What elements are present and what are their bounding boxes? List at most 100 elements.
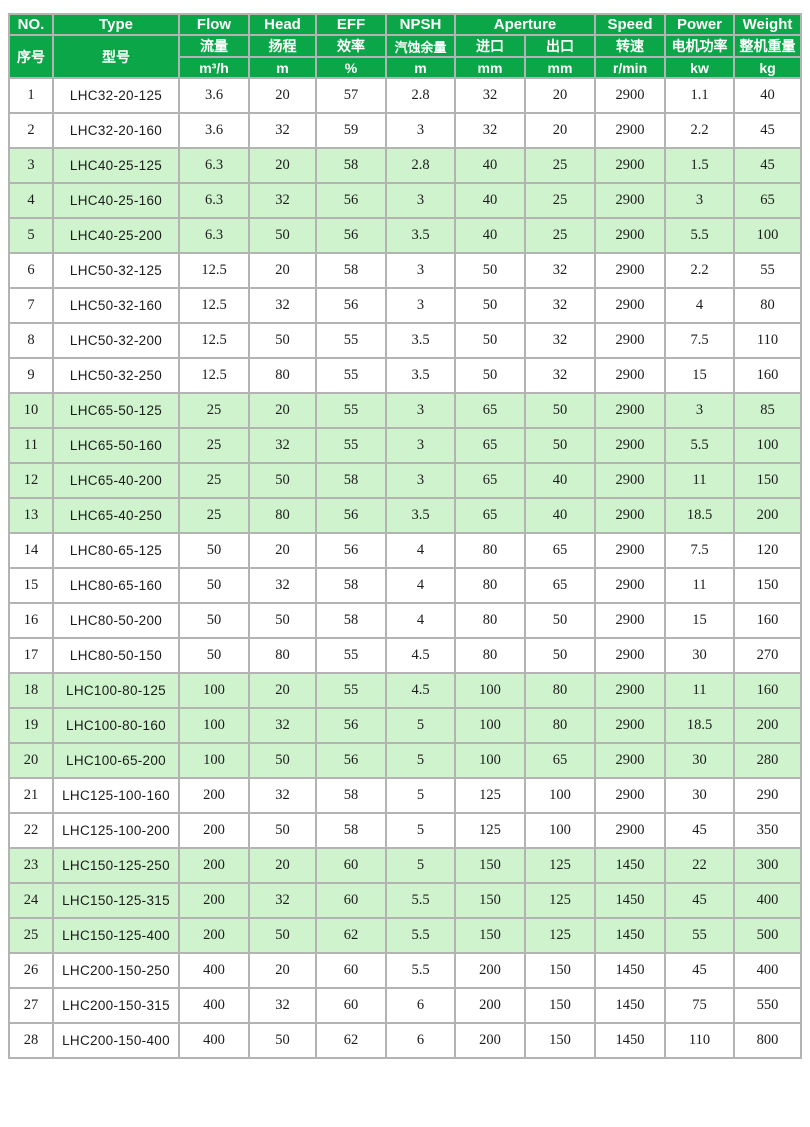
cell-speed: 2900 xyxy=(594,252,667,289)
table-row: 5 LHC40-25-200 6.3 50 56 3.5 40 25 2900 5.5 100 xyxy=(8,217,803,254)
table-row: 2 LHC32-20-160 3.6 32 59 3 32 20 2900 2.2 45 xyxy=(8,112,803,149)
cell-head: 20 xyxy=(248,252,317,289)
cell-outlet: 50 xyxy=(523,637,597,674)
cell-speed: 2900 xyxy=(594,567,667,604)
cell-inlet: 100 xyxy=(454,672,526,709)
cell-weight: 200 xyxy=(733,707,803,744)
header-flow: Flow xyxy=(178,13,250,36)
cell-no: 7 xyxy=(8,287,54,324)
cell-speed: 2900 xyxy=(594,77,667,114)
cell-power: 3 xyxy=(664,392,736,429)
cell-eff: 56 xyxy=(315,742,387,779)
header-inlet-cn: 进口 xyxy=(454,34,526,58)
cell-outlet: 40 xyxy=(523,497,597,534)
cell-no: 10 xyxy=(8,392,54,429)
cell-eff: 55 xyxy=(315,357,387,394)
cell-flow: 100 xyxy=(178,707,250,744)
cell-flow: 6.3 xyxy=(178,217,250,254)
cell-npsh: 5.5 xyxy=(385,952,456,989)
header-flow-cn: 流量 xyxy=(178,34,250,58)
table-row: 24 LHC150-125-315 200 32 60 5.5 150 125 1450 45 40… xyxy=(8,882,803,919)
cell-outlet: 50 xyxy=(523,427,597,464)
cell-weight: 150 xyxy=(733,567,803,604)
cell-inlet: 32 xyxy=(454,112,526,149)
cell-no: 28 xyxy=(8,1022,54,1059)
cell-weight: 110 xyxy=(733,322,803,359)
cell-npsh: 3 xyxy=(385,252,456,289)
header-speed: Speed xyxy=(594,13,667,36)
cell-no: 4 xyxy=(8,182,54,219)
cell-eff: 62 xyxy=(315,917,387,954)
cell-outlet: 125 xyxy=(523,847,597,884)
cell-power: 11 xyxy=(664,462,736,499)
cell-outlet: 150 xyxy=(523,952,597,989)
cell-head: 32 xyxy=(248,567,317,604)
cell-power: 2.2 xyxy=(664,252,736,289)
cell-head: 32 xyxy=(248,707,317,744)
cell-speed: 2900 xyxy=(594,777,667,814)
cell-speed: 2900 xyxy=(594,357,667,394)
cell-power: 3 xyxy=(664,182,736,219)
cell-outlet: 50 xyxy=(523,602,597,639)
cell-npsh: 4.5 xyxy=(385,672,456,709)
cell-no: 23 xyxy=(8,847,54,884)
cell-head: 20 xyxy=(248,392,317,429)
table-row: 12 LHC65-40-200 25 50 58 3 65 40 2900 11 150 xyxy=(8,462,803,499)
table-body: 1 LHC32-20-125 3.6 20 57 2.8 32 20 2900 1.1 40 2 LHC… xyxy=(8,77,803,1059)
header-power: Power xyxy=(664,13,736,36)
cell-eff: 60 xyxy=(315,882,387,919)
cell-eff: 56 xyxy=(315,182,387,219)
cell-flow: 25 xyxy=(178,462,250,499)
cell-type: LHC50-32-125 xyxy=(52,252,180,289)
cell-npsh: 3 xyxy=(385,287,456,324)
cell-weight: 400 xyxy=(733,882,803,919)
header-row-english: NO. Type Flow Head EFF NPSH Aperture Spe… xyxy=(8,13,803,36)
cell-weight: 500 xyxy=(733,917,803,954)
cell-inlet: 80 xyxy=(454,567,526,604)
cell-type: LHC32-20-160 xyxy=(52,112,180,149)
cell-type: LHC80-65-125 xyxy=(52,532,180,569)
table-row: 8 LHC50-32-200 12.5 50 55 3.5 50 32 2900 7.5 110 xyxy=(8,322,803,359)
cell-inlet: 65 xyxy=(454,497,526,534)
cell-flow: 50 xyxy=(178,637,250,674)
cell-inlet: 150 xyxy=(454,847,526,884)
cell-npsh: 4 xyxy=(385,602,456,639)
cell-no: 11 xyxy=(8,427,54,464)
table-row: 16 LHC80-50-200 50 50 58 4 80 50 2900 15 160 xyxy=(8,602,803,639)
cell-flow: 50 xyxy=(178,532,250,569)
cell-power: 22 xyxy=(664,847,736,884)
table-row: 26 LHC200-150-250 400 20 60 5.5 200 150 1450 45 40… xyxy=(8,952,803,989)
pump-spec-table-container: NO. Type Flow Head EFF NPSH Aperture Spe… xyxy=(8,13,803,1059)
cell-head: 50 xyxy=(248,1022,317,1059)
cell-weight: 100 xyxy=(733,217,803,254)
cell-no: 18 xyxy=(8,672,54,709)
header-row-chinese: 序号 型号 流量 扬程 效率 汽蚀余量 进口 出口 转速 电机功率 整机重量 xyxy=(8,34,803,79)
cell-eff: 56 xyxy=(315,287,387,324)
cell-no: 5 xyxy=(8,217,54,254)
cell-outlet: 150 xyxy=(523,1022,597,1059)
cell-weight: 45 xyxy=(733,112,803,149)
cell-power: 75 xyxy=(664,987,736,1024)
table-row: 25 LHC150-125-400 200 50 62 5.5 150 125 1450 55 50… xyxy=(8,917,803,954)
cell-no: 2 xyxy=(8,112,54,149)
header-unit-outlet: mm xyxy=(523,56,597,79)
cell-type: LHC32-20-125 xyxy=(52,77,180,114)
cell-weight: 160 xyxy=(733,672,803,709)
cell-flow: 50 xyxy=(178,567,250,604)
cell-outlet: 125 xyxy=(523,882,597,919)
cell-power: 30 xyxy=(664,742,736,779)
cell-npsh: 6 xyxy=(385,1022,456,1059)
table-row: 19 LHC100-80-160 100 32 56 5 100 80 2900 18.5 200 xyxy=(8,707,803,744)
cell-outlet: 80 xyxy=(523,707,597,744)
cell-type: LHC125-100-200 xyxy=(52,812,180,849)
cell-weight: 160 xyxy=(733,357,803,394)
cell-speed: 2900 xyxy=(594,497,667,534)
cell-outlet: 32 xyxy=(523,357,597,394)
cell-speed: 1450 xyxy=(594,917,667,954)
cell-outlet: 32 xyxy=(523,287,597,324)
cell-type: LHC150-125-400 xyxy=(52,917,180,954)
cell-type: LHC65-50-125 xyxy=(52,392,180,429)
cell-type: LHC150-125-250 xyxy=(52,847,180,884)
cell-outlet: 25 xyxy=(523,182,597,219)
table-row: 13 LHC65-40-250 25 80 56 3.5 65 40 2900 18.5 200 xyxy=(8,497,803,534)
